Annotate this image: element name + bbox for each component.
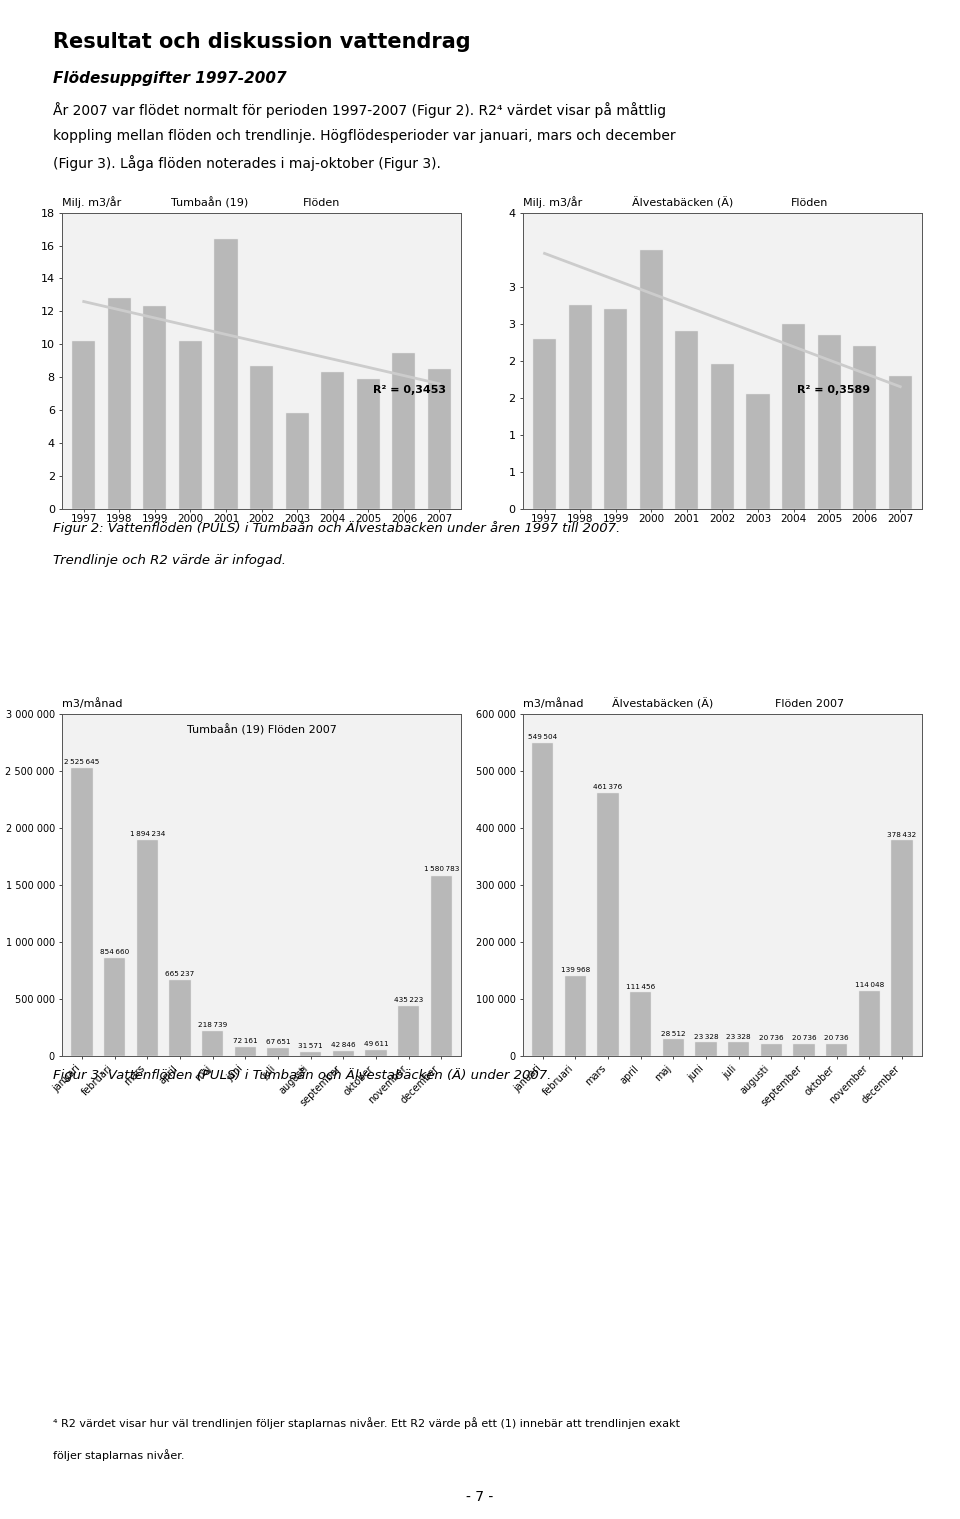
Text: 111 456: 111 456: [626, 984, 656, 990]
Text: 67 651: 67 651: [266, 1039, 290, 1045]
Text: 20 736: 20 736: [792, 1036, 816, 1042]
Text: 1 894 234: 1 894 234: [130, 831, 165, 837]
Text: Flödesuppgifter 1997-2007: Flödesuppgifter 1997-2007: [53, 71, 286, 87]
Text: Resultat och diskussion vattendrag: Resultat och diskussion vattendrag: [53, 32, 470, 52]
Bar: [818, 334, 841, 509]
Text: 31 571: 31 571: [299, 1044, 323, 1050]
Bar: [760, 1044, 782, 1056]
Bar: [322, 372, 345, 509]
Bar: [169, 980, 191, 1056]
Bar: [202, 1031, 224, 1056]
Text: 28 512: 28 512: [661, 1031, 685, 1037]
Text: ⁴ R2 värdet visar hur väl trendlinjen följer staplarnas nivåer. Ett R2 värde på : ⁴ R2 värdet visar hur väl trendlinjen fö…: [53, 1417, 680, 1429]
Text: (Figur 3). Låga flöden noterades i maj-oktober (Figur 3).: (Figur 3). Låga flöden noterades i maj-o…: [53, 155, 441, 172]
Bar: [889, 375, 912, 509]
Text: Älvestabäcken (Ä): Älvestabäcken (Ä): [612, 697, 713, 709]
Text: 435 223: 435 223: [394, 996, 423, 1003]
Bar: [108, 298, 131, 509]
Bar: [136, 840, 157, 1056]
Bar: [357, 378, 380, 509]
Text: 114 048: 114 048: [854, 983, 884, 989]
Text: Flöden: Flöden: [302, 197, 340, 208]
Bar: [747, 393, 770, 509]
Bar: [662, 1039, 684, 1056]
Bar: [892, 840, 913, 1056]
Text: 23 328: 23 328: [694, 1034, 718, 1041]
Text: - 7 -: - 7 -: [467, 1490, 493, 1504]
Text: R² = 0,3589: R² = 0,3589: [798, 386, 871, 395]
Bar: [431, 875, 452, 1056]
Text: 23 328: 23 328: [727, 1034, 751, 1041]
Text: 20 736: 20 736: [759, 1036, 783, 1042]
Text: Figur 3: Vattenflöden (PULS) i Tumbaån och Älvestabäcken (Ä) under 2007.: Figur 3: Vattenflöden (PULS) i Tumbaån o…: [53, 1068, 551, 1082]
Bar: [267, 1048, 289, 1056]
Text: 2 525 645: 2 525 645: [64, 760, 100, 764]
Bar: [639, 249, 662, 509]
Bar: [71, 769, 92, 1056]
Bar: [332, 1051, 354, 1056]
Bar: [568, 305, 591, 509]
Text: Älvestabäcken (Ä): Älvestabäcken (Ä): [632, 196, 733, 208]
Bar: [428, 369, 451, 509]
Bar: [597, 793, 618, 1056]
Text: 461 376: 461 376: [593, 784, 623, 790]
Bar: [710, 365, 734, 509]
Bar: [793, 1044, 815, 1056]
Text: 49 611: 49 611: [364, 1041, 388, 1047]
Bar: [532, 743, 553, 1056]
Bar: [214, 238, 237, 509]
Text: Tumbaån (19) Flöden 2007: Tumbaån (19) Flöden 2007: [186, 725, 337, 735]
Text: Trendlinje och R2 värde är infogad.: Trendlinje och R2 värde är infogad.: [53, 554, 286, 568]
Bar: [827, 1044, 848, 1056]
Text: 549 504: 549 504: [528, 734, 558, 740]
Bar: [533, 339, 556, 509]
Bar: [366, 1050, 387, 1056]
Bar: [286, 413, 309, 509]
Text: m3/månad: m3/månad: [523, 699, 584, 709]
Text: 42 846: 42 846: [331, 1042, 355, 1048]
Bar: [179, 342, 202, 509]
Bar: [143, 307, 166, 509]
Text: Tumbaån (19): Tumbaån (19): [171, 196, 249, 208]
Bar: [564, 977, 586, 1056]
Text: 854 660: 854 660: [100, 949, 130, 955]
Bar: [300, 1053, 322, 1056]
Text: Milj. m3/år: Milj. m3/år: [523, 196, 583, 208]
Text: År 2007 var flödet normalt för perioden 1997-2007 (Figur 2). R2⁴ värdet visar på: År 2007 var flödet normalt för perioden …: [53, 102, 666, 118]
Bar: [393, 352, 416, 509]
Bar: [728, 1042, 750, 1056]
Bar: [695, 1042, 717, 1056]
Text: m3/månad: m3/månad: [62, 699, 123, 709]
Bar: [782, 324, 805, 509]
Text: följer staplarnas nivåer.: följer staplarnas nivåer.: [53, 1449, 184, 1461]
Text: 72 161: 72 161: [233, 1039, 257, 1044]
Text: koppling mellan flöden och trendlinje. Högflödesperioder var januari, mars och d: koppling mellan flöden och trendlinje. H…: [53, 129, 676, 143]
Text: Flöden: Flöden: [791, 197, 828, 208]
Text: 378 432: 378 432: [887, 831, 917, 837]
Bar: [234, 1048, 256, 1056]
Bar: [250, 366, 274, 509]
Text: 665 237: 665 237: [165, 971, 195, 977]
Bar: [398, 1006, 420, 1056]
Bar: [604, 308, 627, 509]
Text: 218 739: 218 739: [198, 1022, 228, 1027]
Bar: [853, 346, 876, 509]
Text: Milj. m3/år: Milj. m3/år: [62, 196, 122, 208]
Bar: [675, 331, 698, 509]
Text: 139 968: 139 968: [561, 968, 590, 974]
Text: Flöden 2007: Flöden 2007: [776, 699, 845, 709]
Bar: [72, 342, 95, 509]
Text: 1 580 783: 1 580 783: [423, 866, 459, 872]
Text: Figur 2: Vattenflöden (PULS) i Tumbaån och Älvestabäcken under åren 1997 till 20: Figur 2: Vattenflöden (PULS) i Tumbaån o…: [53, 521, 620, 535]
Text: R² = 0,3453: R² = 0,3453: [372, 386, 445, 395]
Bar: [104, 958, 125, 1056]
Bar: [859, 990, 880, 1056]
Text: 20 736: 20 736: [825, 1036, 849, 1042]
Bar: [630, 992, 652, 1056]
